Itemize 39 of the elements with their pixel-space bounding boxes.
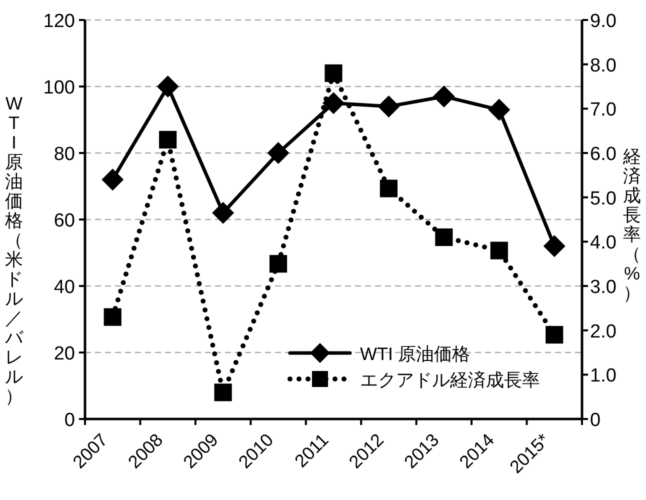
point — [324, 64, 342, 82]
point — [212, 202, 234, 224]
y-tick-label: 60 — [54, 210, 75, 232]
point — [378, 95, 400, 118]
y-tick-label: 100 — [43, 78, 75, 98]
y-tick-label: 80 — [54, 144, 75, 165]
y2-tick-label: 9.0 — [590, 11, 616, 32]
point — [488, 98, 510, 121]
y2-tick-label: 7.0 — [590, 100, 616, 121]
y2-tick-label: 0 — [590, 410, 601, 431]
point — [267, 142, 290, 164]
point — [102, 168, 124, 191]
y-tick-label: 40 — [54, 277, 75, 298]
point — [156, 76, 179, 98]
point — [159, 130, 177, 148]
legend-label: エクアドル経済成長率 — [360, 370, 540, 390]
y2-tick-label: 8.0 — [590, 55, 616, 76]
y2-tick-label: 6.0 — [590, 144, 616, 165]
point — [432, 85, 455, 108]
point — [490, 242, 508, 260]
point — [546, 326, 564, 344]
y2-tick-label: 1.0 — [590, 366, 616, 387]
point — [380, 180, 398, 198]
y2-tick-label: 5.0 — [590, 188, 616, 210]
y2-tick-label: 2.0 — [590, 321, 616, 342]
y-tick-label: 120 — [43, 11, 75, 32]
y-tick-label: 20 — [54, 344, 75, 364]
text: WTI原油価格（米ドル／バレル） — [5, 93, 23, 406]
y2-tick-label: 3.0 — [590, 277, 616, 298]
point — [104, 308, 122, 326]
point — [435, 228, 453, 246]
point — [543, 235, 566, 258]
y2-tick-label: 4.0 — [590, 232, 616, 254]
legend-label: WTI 原油価格 — [360, 344, 470, 364]
point — [214, 384, 232, 402]
point — [269, 255, 288, 273]
point — [322, 92, 344, 114]
y2-axis-title: 経済成長率（%） — [622, 146, 641, 303]
y-tick-label: 0 — [64, 410, 75, 431]
